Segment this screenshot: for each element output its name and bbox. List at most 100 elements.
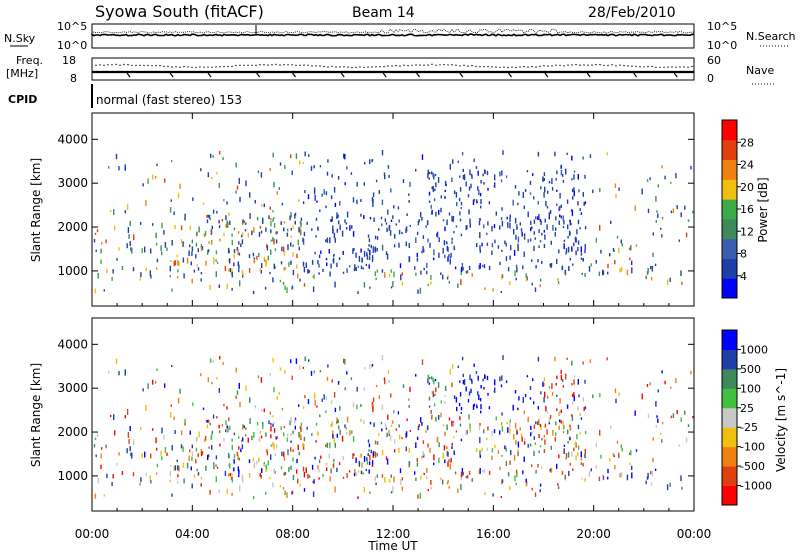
power-echo: [297, 239, 299, 246]
velocity-echo: [211, 445, 213, 450]
power-echo: [523, 205, 525, 210]
power-echo: [249, 192, 251, 198]
velocity-echo: [195, 447, 198, 452]
power-colorbar-segment: [722, 258, 737, 279]
power-echo: [94, 288, 97, 294]
velocity-echo: [543, 383, 545, 386]
power-echo: [500, 290, 502, 293]
velocity-echo: [191, 456, 193, 461]
power-echo: [320, 250, 322, 254]
velocity-echo: [384, 379, 386, 385]
velocity-echo: [393, 410, 395, 414]
velocity-echo: [468, 391, 471, 396]
power-echo: [501, 249, 503, 252]
power-echo: [460, 266, 463, 273]
power-echo: [469, 218, 471, 224]
power-echo: [290, 242, 292, 247]
velocity-echo: [462, 373, 464, 378]
velocity-echo: [459, 423, 462, 427]
velocity-echo: [607, 468, 609, 474]
power-echo: [105, 239, 107, 244]
power-echo: [571, 155, 573, 161]
velocity-echo: [469, 423, 471, 429]
velocity-echo: [259, 472, 261, 477]
power-echo: [337, 214, 339, 219]
velocity-echo: [592, 394, 594, 399]
velocity-echo: [180, 444, 183, 449]
power-echo: [432, 186, 434, 191]
power-echo: [427, 172, 429, 179]
power-echo: [661, 234, 663, 238]
power-colorbar-segment: [722, 179, 737, 200]
velocity-echo: [692, 415, 694, 419]
power-echo: [318, 272, 320, 275]
nave-point: [319, 65, 321, 67]
power-echo: [569, 257, 571, 261]
nave-point: [203, 66, 205, 68]
velocity-echo: [201, 451, 204, 455]
power-echo: [261, 263, 263, 269]
power-echo: [363, 215, 365, 220]
power-echo: [556, 170, 558, 175]
power-echo: [197, 267, 200, 271]
power-echo: [522, 265, 524, 270]
velocity-echo: [191, 451, 194, 457]
velocity-echo: [156, 472, 158, 475]
velocity-echo: [312, 491, 315, 497]
velocity-echo: [515, 482, 517, 486]
nave-point: [659, 66, 661, 69]
power-echo: [374, 235, 377, 240]
power-echo: [163, 230, 165, 235]
velocity-echo: [392, 486, 394, 492]
velocity-echo: [317, 432, 319, 436]
velocity-echo: [454, 471, 457, 475]
nave-point: [303, 64, 305, 66]
velocity-echo: [140, 426, 142, 430]
velocity-echo: [477, 375, 479, 381]
power-echo: [177, 260, 179, 266]
power-echo: [101, 242, 103, 245]
power-echo: [390, 219, 393, 222]
velocity-echo: [171, 445, 173, 451]
power-echo: [543, 178, 545, 181]
power-echo: [369, 249, 371, 256]
power-echo: [176, 254, 178, 257]
velocity-echo: [664, 380, 666, 385]
power-echo: [550, 263, 553, 267]
velocity-echo: [184, 418, 186, 423]
power-echo: [442, 274, 444, 280]
power-echo: [369, 159, 371, 165]
power-echo: [211, 225, 213, 230]
velocity-echo: [556, 408, 558, 411]
power-echo: [680, 212, 682, 218]
power-echo: [499, 171, 501, 177]
velocity-echo: [195, 459, 197, 464]
velocity-echo: [549, 415, 552, 419]
velocity-echo: [381, 449, 384, 456]
nave-point: [459, 65, 461, 67]
velocity-echo: [444, 401, 446, 404]
velocity-echo: [292, 449, 294, 453]
nave-point: [663, 66, 665, 69]
velocity-echo: [548, 417, 550, 423]
velocity-echo: [263, 408, 265, 413]
velocity-echo: [302, 442, 304, 448]
power-echo: [344, 153, 346, 160]
velocity-echo: [177, 465, 179, 471]
freq-traces: [92, 63, 694, 78]
velocity-echo: [484, 492, 486, 495]
power-echo: [631, 267, 633, 274]
power-echo: [430, 204, 432, 209]
velocity-echo: [336, 417, 338, 422]
nave-point: [631, 65, 633, 67]
power-echo: [555, 216, 557, 221]
nave-point: [467, 65, 469, 67]
power-echo: [579, 227, 581, 230]
velocity-echo: [690, 370, 692, 375]
freq-dip: [508, 72, 512, 78]
velocity-echo: [500, 384, 503, 388]
velocity-colorbar-tick-label: 1000: [740, 343, 768, 356]
power-echo: [529, 180, 532, 185]
velocity-echo: [368, 443, 371, 448]
power-echo: [381, 269, 384, 273]
